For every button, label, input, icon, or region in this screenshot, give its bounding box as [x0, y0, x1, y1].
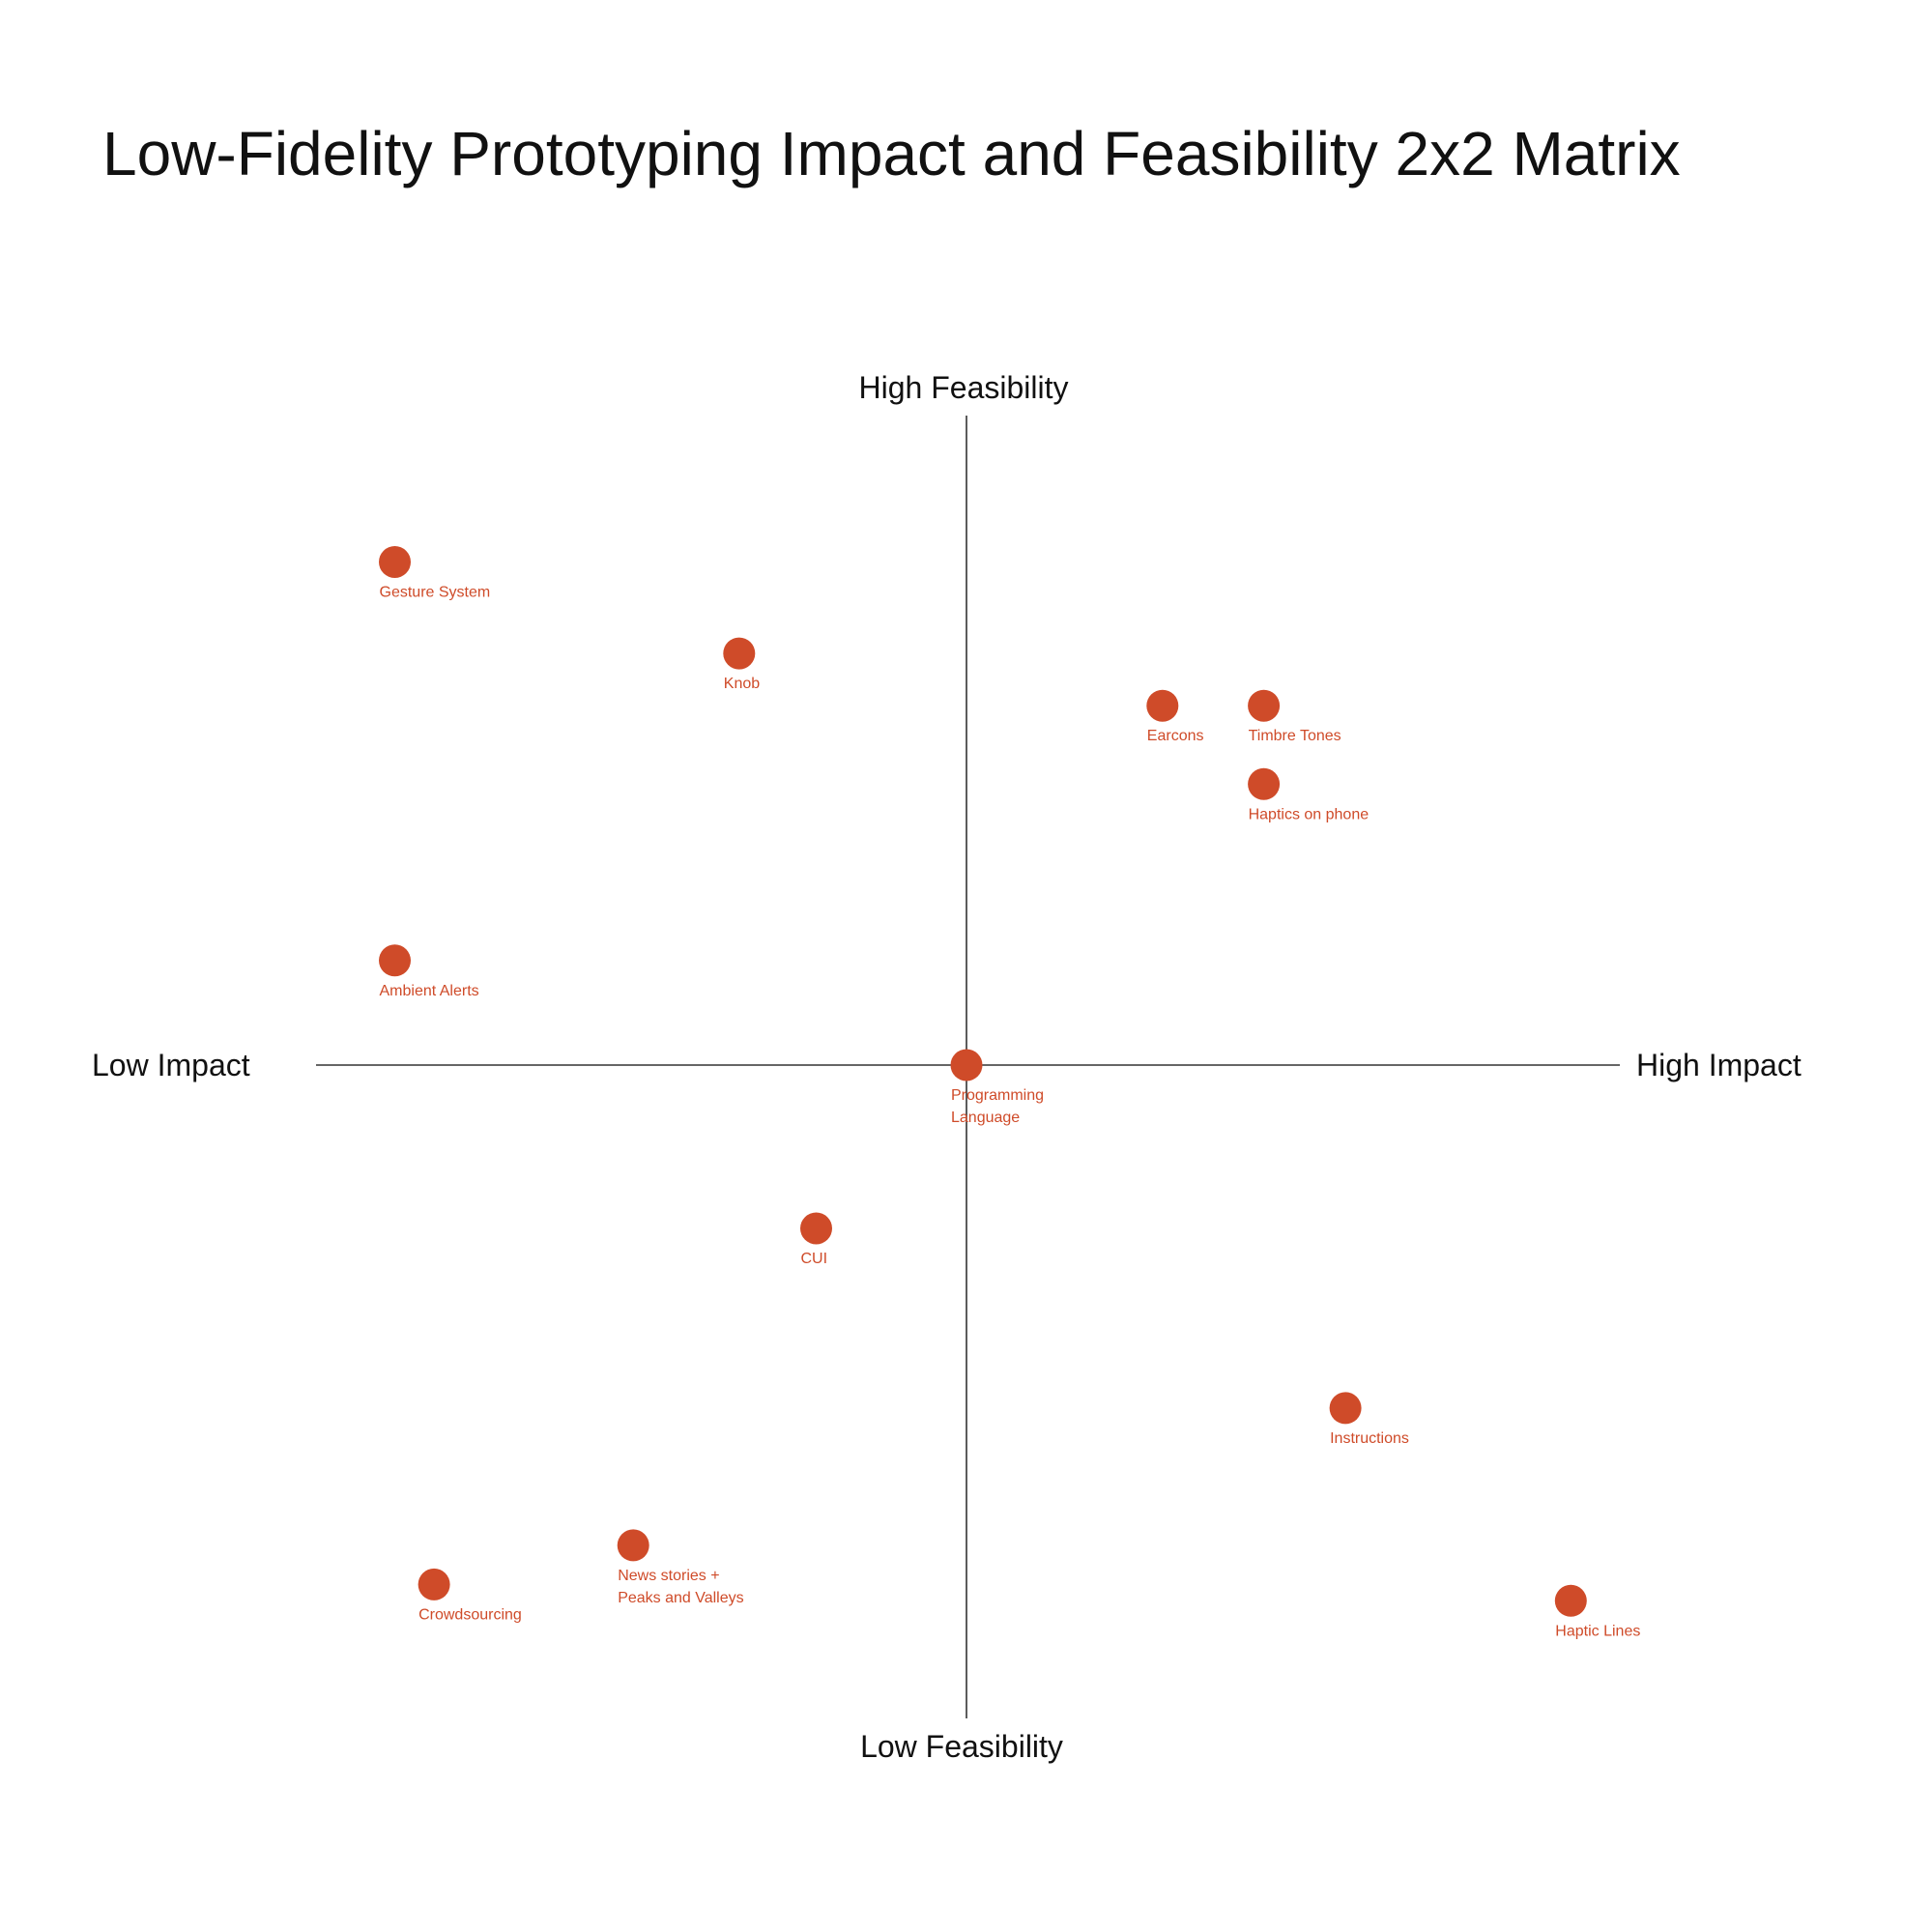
data-point-label-cui: CUI	[801, 1251, 828, 1267]
data-point-label-line: Earcons	[1147, 728, 1204, 744]
data-point-label-line: Haptic Lines	[1555, 1623, 1640, 1639]
data-point-knob	[723, 637, 756, 670]
data-point-label-line: Instructions	[1330, 1430, 1409, 1447]
data-point-label-knob: Knob	[724, 676, 760, 692]
data-point-label-programming-language: Programming Language	[951, 1087, 1044, 1126]
data-point-label-line: Peaks and Valleys	[618, 1590, 743, 1606]
data-point-cui	[800, 1212, 832, 1245]
high-feasibility-label: High Feasibility	[859, 370, 1069, 405]
data-point-label-line: Timbre Tones	[1249, 728, 1341, 744]
data-points: Gesture System Knob Earcons Timbre Tones Hap…	[379, 546, 1640, 1639]
data-point-label-line: News stories +	[618, 1568, 719, 1584]
data-point-label-crowdsourcing: Crowdsourcing	[418, 1606, 522, 1623]
data-point-label-line: Gesture System	[380, 585, 491, 601]
data-point-label-line: Programming	[951, 1087, 1044, 1104]
data-point-ambient-alerts	[379, 944, 411, 977]
high-impact-label: High Impact	[1636, 1048, 1802, 1082]
page-title: Low-Fidelity Prototyping Impact and Feas…	[102, 119, 1681, 188]
data-point-label-line: Language	[951, 1110, 1020, 1126]
data-point-label-news-stories: News stories + Peaks and Valleys	[618, 1568, 743, 1606]
data-point-label-line: CUI	[801, 1251, 828, 1267]
low-feasibility-label: Low Feasibility	[860, 1729, 1063, 1764]
data-point-instructions	[1329, 1392, 1362, 1425]
data-point-haptics-on-phone	[1248, 767, 1281, 800]
low-impact-label: Low Impact	[92, 1048, 250, 1082]
data-point-earcons	[1146, 689, 1179, 722]
data-point-label-earcons: Earcons	[1147, 728, 1204, 744]
data-point-label-timbre-tones: Timbre Tones	[1249, 728, 1341, 744]
data-point-label-gesture-system: Gesture System	[380, 585, 491, 601]
data-point-crowdsourcing	[418, 1568, 450, 1600]
data-point-news-stories	[617, 1529, 649, 1562]
data-point-programming-language	[950, 1049, 983, 1081]
data-point-label-ambient-alerts: Ambient Alerts	[380, 983, 479, 999]
data-point-gesture-system	[379, 546, 411, 578]
data-point-label-line: Crowdsourcing	[418, 1606, 522, 1623]
data-point-label-line: Ambient Alerts	[380, 983, 479, 999]
data-point-timbre-tones	[1248, 689, 1281, 722]
data-point-label-haptic-lines: Haptic Lines	[1555, 1623, 1640, 1639]
data-point-haptic-lines	[1554, 1584, 1587, 1617]
data-point-label-line: Knob	[724, 676, 760, 692]
data-point-label-instructions: Instructions	[1330, 1430, 1409, 1447]
data-point-label-haptics-on-phone: Haptics on phone	[1249, 806, 1370, 822]
data-point-label-line: Haptics on phone	[1249, 806, 1370, 822]
